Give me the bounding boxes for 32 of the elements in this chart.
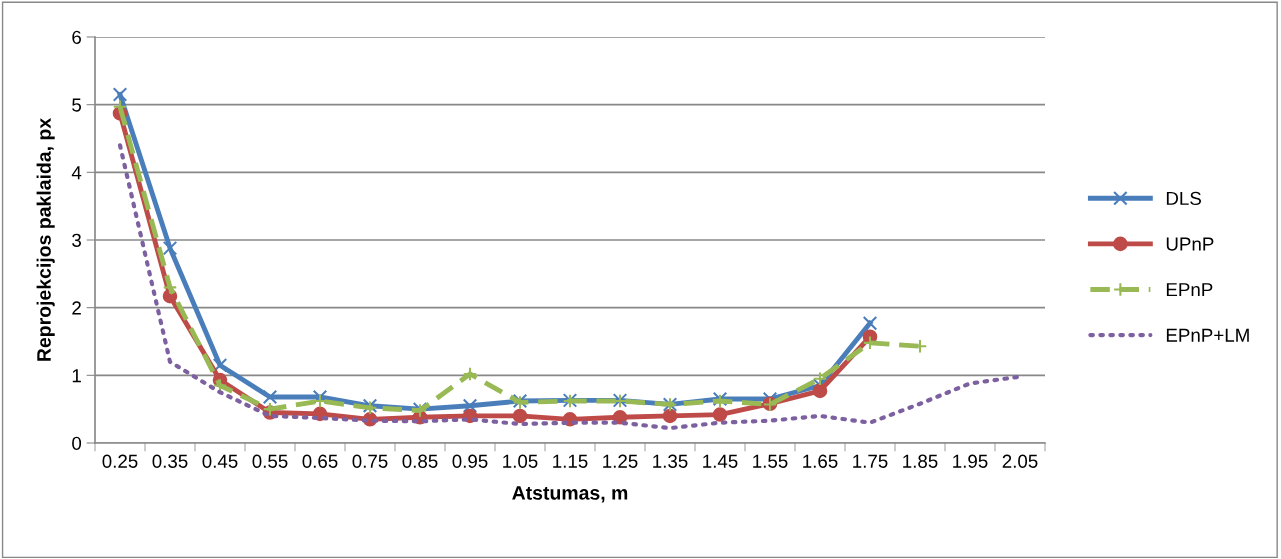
y-tick-label: 0 xyxy=(72,436,82,450)
x-tick-label: 1.25 xyxy=(603,454,638,468)
x-tick-label: 1.45 xyxy=(703,454,738,468)
x-tick-label: 0.25 xyxy=(102,454,138,468)
x-tick-label: 1.55 xyxy=(753,454,788,468)
x-tick-label: 0.95 xyxy=(452,454,488,468)
x-tick-label: 1.95 xyxy=(953,454,988,468)
y-tick-label: 1 xyxy=(72,369,81,383)
y-tick-label: 5 xyxy=(72,98,82,112)
x-tick-label: 0.55 xyxy=(252,454,288,468)
x-tick-label: 1.65 xyxy=(803,454,838,468)
legend-label: EPnP xyxy=(1166,283,1213,297)
y-axis-title: Reprojekcijos paklaida, px xyxy=(36,118,55,361)
x-tick-label: 1.05 xyxy=(503,454,538,468)
x-tick-label: 0.45 xyxy=(202,454,238,468)
y-tick-label: 2 xyxy=(72,301,81,315)
x-tick-label: 1.85 xyxy=(903,454,938,468)
y-tick-label: 6 xyxy=(72,30,81,44)
x-tick-label: 1.35 xyxy=(653,454,688,468)
x-tick-label: 0.75 xyxy=(352,454,388,468)
legend-label: UPnP xyxy=(1166,237,1214,251)
x-tick-label: 2.05 xyxy=(1002,454,1038,468)
legend-label: EPnP+LM xyxy=(1166,328,1249,342)
y-tick-label: 3 xyxy=(72,233,81,247)
legend-label: DLS xyxy=(1166,191,1201,206)
x-tick-label: 0.35 xyxy=(152,454,188,468)
x-axis-title: Atstumas, m xyxy=(512,486,628,503)
y-tick-label: 4 xyxy=(71,166,82,180)
x-tick-label: 0.65 xyxy=(302,454,338,468)
x-tick-label: 1.15 xyxy=(553,454,588,468)
x-tick-label: 1.75 xyxy=(853,454,888,468)
x-tick-label: 0.85 xyxy=(402,454,438,468)
